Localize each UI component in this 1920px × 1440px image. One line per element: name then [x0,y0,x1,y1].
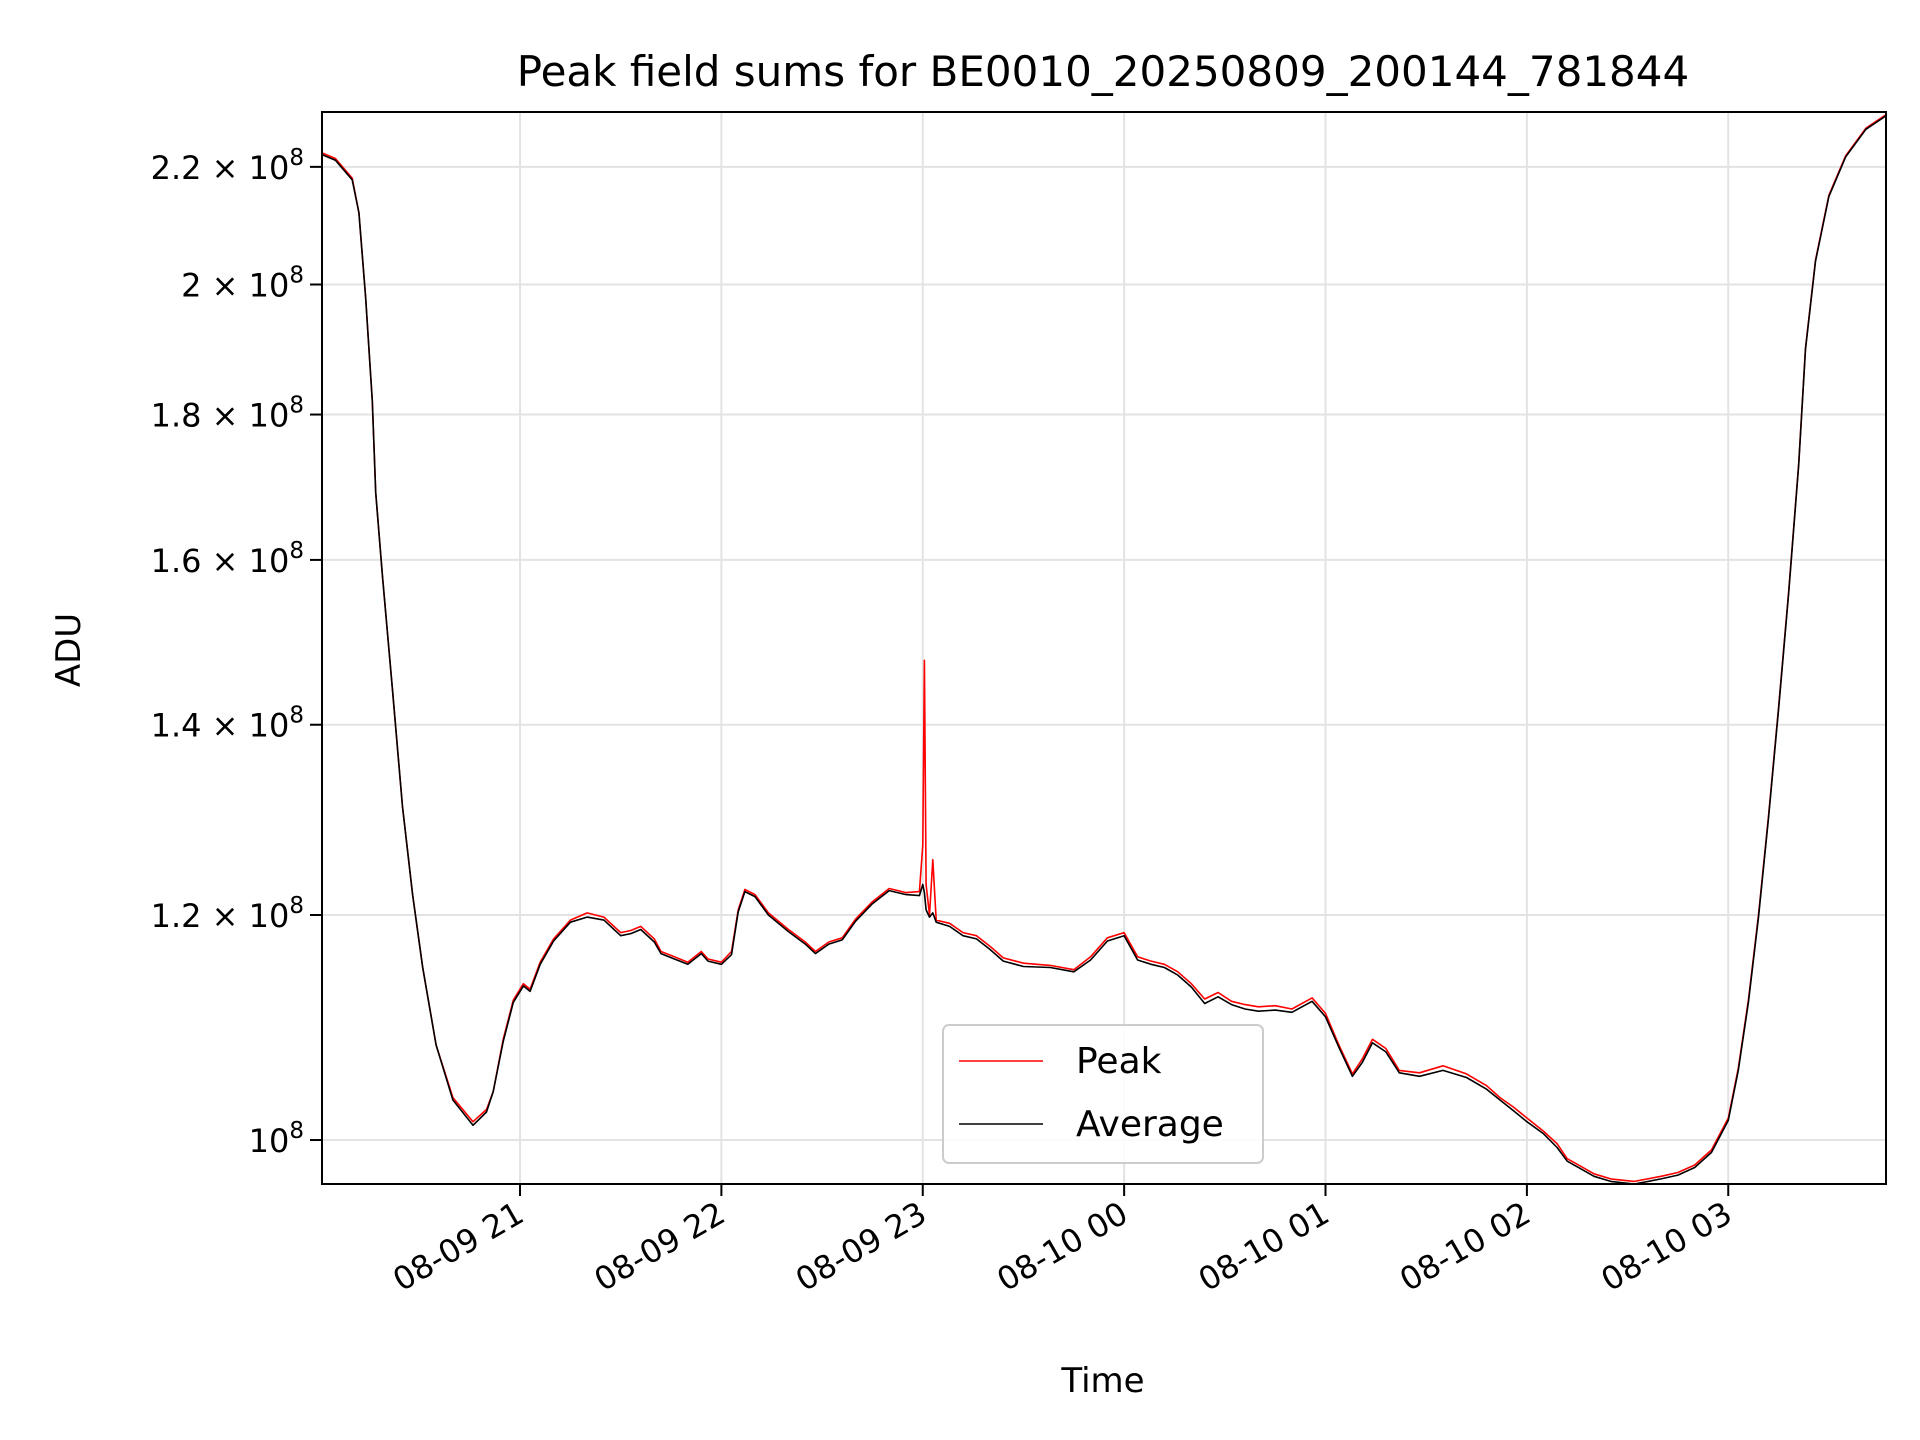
series-line-peak [321,114,1887,1183]
y-tick-label: 108 [249,1118,304,1160]
y-tick-label: 1.2 × 108 [151,893,304,935]
chart-title: Peak field sums for BE0010_20250809_2001… [517,47,1689,96]
series-line-average [321,115,1887,1185]
legend-label-average: Average [1076,1104,1224,1145]
legend: Peak Average [942,1024,1264,1164]
y-tick-label: 1.4 × 108 [151,703,304,745]
y-tick-label: 1.8 × 108 [151,393,304,435]
y-axis-label: ADU [49,613,89,687]
y-tick-label: 1.6 × 108 [151,538,304,580]
y-tick-label: 2 × 108 [181,263,304,305]
y-tick-label: 2.2 × 108 [151,145,304,187]
legend-box [942,1024,1264,1164]
series-layer [321,114,1887,1185]
plot-frame [321,111,1887,1185]
x-axis-label: Time [1060,1361,1144,1401]
y-axis: 108 1.2 × 108 1.4 × 108 1.6 × 108 1.8 × 108 2… [151,145,322,1160]
legend-label-peak: Peak [1076,1041,1162,1082]
